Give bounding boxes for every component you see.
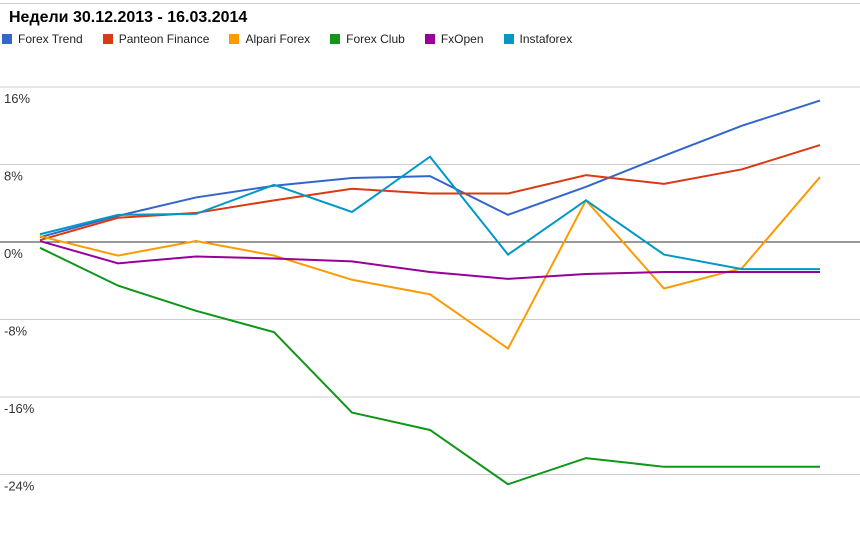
y-tick-label: -24% [4, 479, 35, 494]
series-line-instaforex [39, 155, 820, 271]
top-border [0, 3, 860, 4]
chart-title: Недели 30.12.2013 - 16.03.2014 [9, 9, 248, 26]
y-tick-label: -8% [4, 324, 28, 339]
y-tick-label: 16% [4, 91, 30, 106]
legend-swatch [330, 34, 341, 44]
legend-item[interactable]: FxOpen [424, 32, 484, 46]
legend-item[interactable]: Forex Club [330, 32, 405, 46]
series-line-alpari-forex [39, 176, 821, 351]
legend-label: Panteon Finance [118, 32, 210, 46]
legend-label: FxOpen [440, 32, 484, 46]
legend-label: Instaforex [519, 32, 573, 46]
legend-item[interactable]: Forex Trend [2, 32, 83, 46]
series-line-fxopen [39, 240, 820, 280]
legend-swatch [503, 34, 514, 44]
series-line-forex-club [39, 246, 820, 486]
y-tick-label: 0% [4, 246, 23, 261]
legend-swatch [424, 34, 435, 44]
legend-label: Forex Trend [18, 32, 83, 46]
y-tick-label: 8% [4, 168, 23, 183]
legend: Forex Trend Panteon Finance Alpari Forex Fo… [2, 32, 592, 46]
y-tick-label: -16% [4, 401, 35, 416]
series-line-panteon-finance [39, 144, 821, 242]
legend-item[interactable]: Instaforex [503, 32, 573, 46]
legend-item[interactable]: Panteon Finance [102, 32, 210, 46]
legend-swatch [2, 34, 12, 44]
legend-label: Alpari Forex [245, 32, 311, 46]
legend-label: Forex Club [346, 32, 405, 46]
series-line-forex-trend [39, 99, 821, 239]
legend-item[interactable]: Alpari Forex [229, 32, 310, 46]
legend-swatch [102, 34, 113, 44]
legend-swatch [229, 34, 240, 44]
